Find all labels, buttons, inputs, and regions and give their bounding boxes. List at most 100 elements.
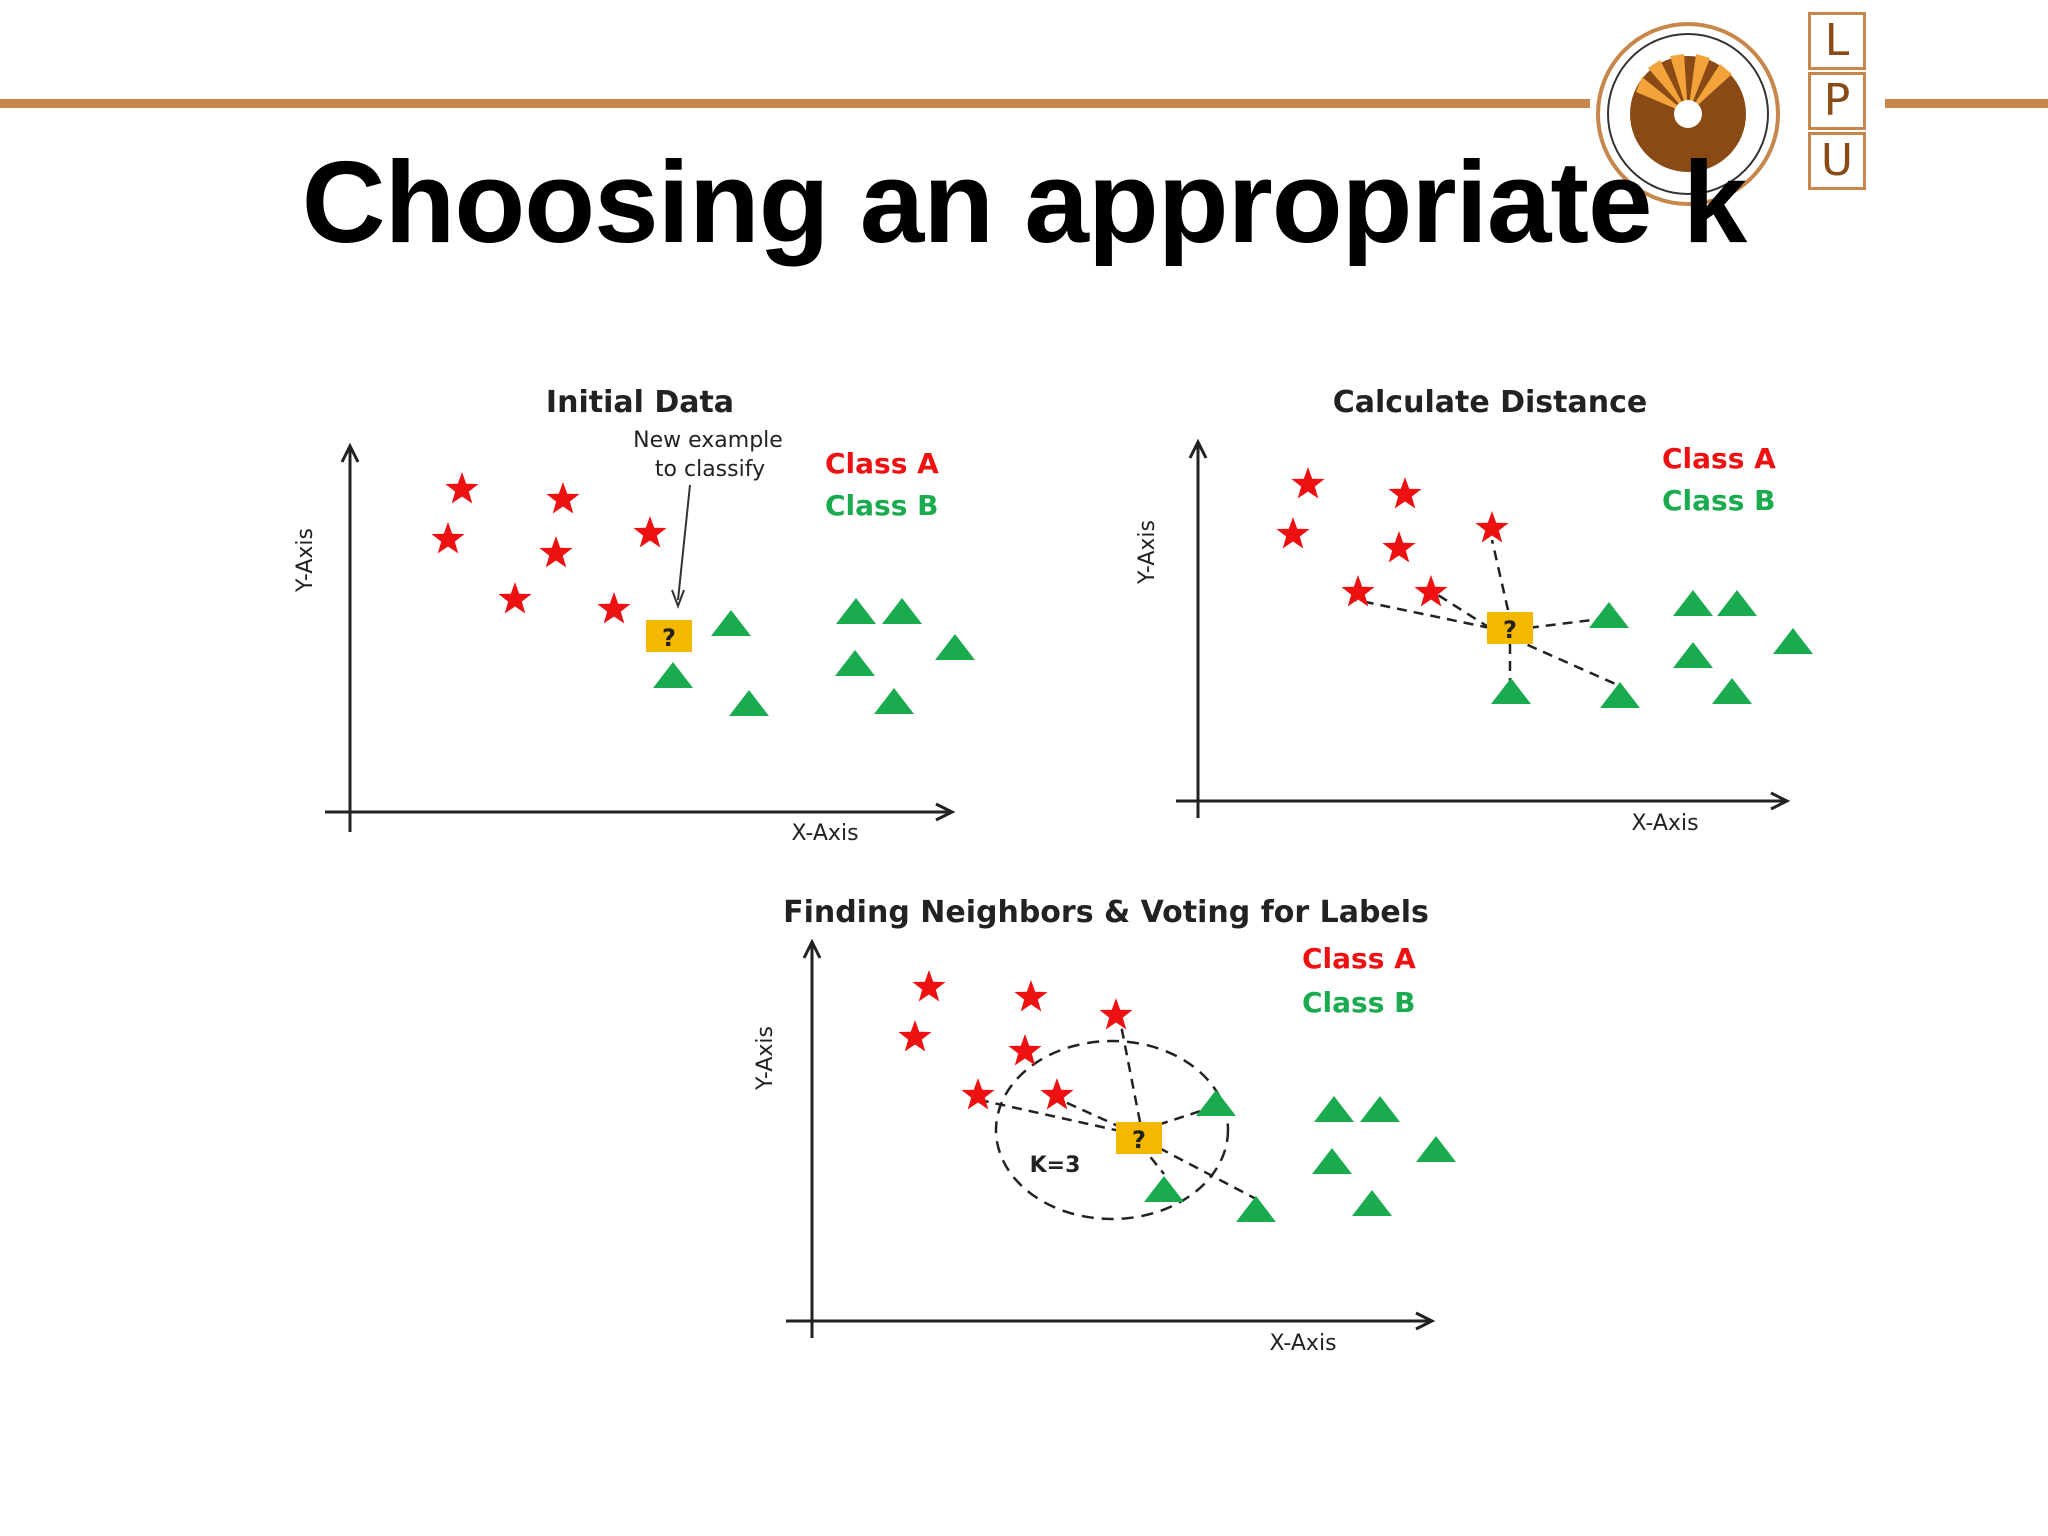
legend-class-b: Class B	[1302, 986, 1415, 1019]
distance-line	[1055, 1096, 1139, 1137]
triangle-marker	[1236, 1196, 1276, 1222]
star-marker	[1414, 575, 1448, 607]
legend-class-b: Class B	[1662, 484, 1775, 517]
triangle-marker	[1673, 642, 1713, 668]
x-axis-label: X-Axis	[1269, 1331, 1336, 1356]
k-value-label: K=3	[1030, 1153, 1081, 1178]
legend-class-a: Class A	[1662, 442, 1776, 475]
triangle-marker	[1360, 1096, 1400, 1122]
y-axis-arrow	[340, 442, 360, 463]
x-axis-label: X-Axis	[791, 821, 858, 846]
y-axis-label: Y-Axis	[1135, 520, 1160, 585]
distance-line	[1355, 598, 1491, 630]
annotation-arrow-head	[671, 589, 685, 609]
triangle-marker	[882, 598, 922, 624]
triangle-marker	[653, 662, 693, 688]
star-marker	[445, 472, 479, 504]
star-marker	[1388, 477, 1422, 509]
distance-line	[1141, 1104, 1217, 1132]
triangle-marker	[1589, 602, 1629, 628]
panel-title: Finding Neighbors & Voting for Labels	[783, 895, 1429, 930]
unknown-point-box	[646, 620, 692, 652]
triangle-marker	[729, 690, 769, 716]
unknown-point-mark: ?	[1503, 616, 1517, 644]
triangle-marker	[1416, 1136, 1456, 1162]
y-axis-label: Y-Axis	[293, 528, 318, 593]
star-marker	[597, 592, 631, 624]
legend-class-b: Class B	[825, 489, 938, 522]
star-marker	[961, 1078, 995, 1110]
class-b-triangles	[1491, 590, 1813, 708]
panel-title: Initial Data	[546, 385, 734, 420]
star-marker	[1276, 517, 1310, 549]
triangle-marker	[1600, 682, 1640, 708]
header-rule-right	[1885, 99, 2048, 108]
panel-calculate-distance: Calculate Distance Class A Class B X-Axi…	[1120, 380, 1840, 844]
annotation-arrow	[677, 484, 691, 601]
triangle-marker	[1144, 1176, 1184, 1202]
class-b-triangles	[653, 598, 975, 716]
triangle-marker	[836, 598, 876, 624]
lpu-letters-logo: L P U	[1808, 12, 1868, 192]
distance-line	[1490, 539, 1510, 611]
unknown-point-mark: ?	[662, 624, 676, 652]
x-axis-arrow	[1770, 791, 1791, 811]
distance-line	[979, 1098, 1139, 1137]
triangle-marker	[1773, 628, 1813, 654]
legend-class-a: Class A	[1302, 942, 1416, 975]
annotation-line-1: New example	[633, 428, 783, 453]
triangle-marker	[1352, 1190, 1392, 1216]
triangle-marker	[1712, 678, 1752, 704]
unknown-point-box	[1116, 1122, 1162, 1154]
unknown-point-box	[1487, 612, 1533, 644]
x-axis-arrow	[1415, 1311, 1436, 1331]
class-a-stars	[431, 472, 667, 624]
triangle-marker	[711, 610, 751, 636]
logo-letter-u: U	[1808, 132, 1866, 190]
distance-line	[1143, 1138, 1259, 1202]
star-marker	[1014, 980, 1048, 1012]
distance-line	[1511, 636, 1621, 688]
star-marker	[1099, 998, 1133, 1030]
triangle-marker	[1673, 590, 1713, 616]
triangle-marker	[1314, 1096, 1354, 1122]
triangle-marker	[1196, 1090, 1236, 1116]
triangle-marker	[874, 688, 914, 714]
triangle-marker	[835, 650, 875, 676]
triangle-marker	[935, 634, 975, 660]
star-marker	[912, 970, 946, 1002]
star-marker	[633, 516, 667, 548]
star-marker	[1008, 1034, 1042, 1066]
panel-finding-neighbors: Finding Neighbors & Voting for Labels Cl…	[670, 890, 1550, 1374]
panel-title: Calculate Distance	[1333, 385, 1647, 420]
triangle-marker	[1312, 1148, 1352, 1174]
star-marker	[1475, 511, 1509, 543]
star-marker	[539, 536, 573, 568]
slide-title: Choosing an appropriate k	[301, 137, 1747, 267]
university-seal-logo	[1596, 22, 1780, 206]
annotation-line-2: to classify	[655, 457, 765, 482]
class-a-stars	[1276, 467, 1509, 607]
distance-line	[1118, 1019, 1142, 1123]
class-a-stars	[898, 970, 1133, 1110]
x-axis-label: X-Axis	[1631, 811, 1698, 836]
star-marker	[1040, 1078, 1074, 1110]
triangle-marker	[1491, 678, 1531, 704]
star-marker	[431, 522, 465, 554]
x-axis-arrow	[935, 802, 956, 822]
y-axis-arrow	[1188, 438, 1208, 459]
logo-letter-l: L	[1808, 12, 1866, 70]
star-marker	[898, 1020, 932, 1052]
y-axis-arrow	[802, 938, 822, 959]
distance-lines	[1355, 539, 1621, 688]
star-marker	[1382, 531, 1416, 563]
star-marker	[546, 482, 580, 514]
k-neighborhood-circle	[994, 1039, 1230, 1221]
panel-initial-data: Initial Data New example to classify Cla…	[280, 380, 1000, 854]
triangle-marker	[1717, 590, 1757, 616]
star-marker	[498, 582, 532, 614]
class-b-triangles	[1144, 1090, 1456, 1222]
unknown-point-mark: ?	[1132, 1126, 1146, 1154]
star-marker	[1341, 575, 1375, 607]
header-rule-left	[0, 99, 1590, 108]
